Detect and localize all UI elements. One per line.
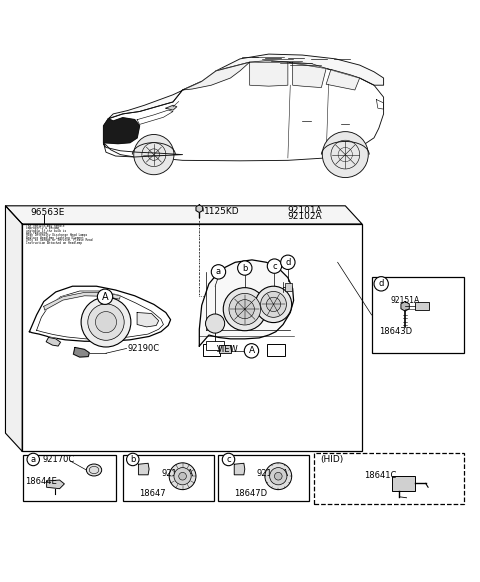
Text: 18643D: 18643D [379,327,412,336]
Polygon shape [216,54,384,85]
Polygon shape [401,301,409,311]
Bar [218,455,310,501]
Bar [219,345,231,353]
Circle shape [88,304,124,340]
Polygon shape [250,61,288,86]
Bar [206,341,224,350]
Polygon shape [44,292,120,310]
Circle shape [238,261,252,275]
Polygon shape [166,105,177,110]
Polygon shape [5,206,22,451]
Circle shape [270,467,287,485]
Circle shape [27,453,39,466]
Circle shape [275,473,282,480]
Circle shape [244,343,259,358]
Circle shape [97,289,113,304]
Bar [314,453,464,504]
Text: unstable if the bulb is: unstable if the bulb is [25,229,66,233]
Polygon shape [196,205,203,212]
Text: A: A [249,346,254,356]
Ellipse shape [86,464,102,476]
Text: d: d [379,279,384,288]
Text: 96563E: 96563E [31,208,65,217]
Text: The vehicle may handle: The vehicle may handle [25,224,64,228]
Polygon shape [47,480,64,489]
Bar [372,276,464,353]
Text: a: a [216,267,221,276]
Text: VIEW: VIEW [217,345,239,354]
Circle shape [81,297,131,347]
Text: (HID): (HID) [321,455,344,464]
Circle shape [211,265,226,279]
Circle shape [179,473,186,480]
Text: 92151A: 92151A [391,296,420,305]
Text: a: a [31,455,36,464]
Polygon shape [108,81,202,119]
Circle shape [127,453,139,466]
Polygon shape [182,62,250,90]
Text: c: c [226,455,231,464]
Circle shape [134,134,174,175]
Circle shape [266,297,281,311]
Text: Replace Headlamp Lighting Element: Replace Headlamp Lighting Element [25,236,84,240]
Text: 18647: 18647 [140,489,166,498]
Polygon shape [234,463,245,475]
Text: 92102A: 92102A [288,212,323,221]
Text: b: b [130,455,135,464]
Circle shape [255,286,292,322]
Text: 1125KD: 1125KD [204,207,240,215]
Polygon shape [73,347,89,357]
Bar [392,476,415,491]
Text: 92101A: 92101A [288,206,323,215]
Polygon shape [137,313,158,327]
Text: 92170C: 92170C [43,455,75,464]
Circle shape [169,463,196,489]
Text: A: A [102,292,108,301]
Text: 92161A: 92161A [161,469,193,478]
Polygon shape [293,62,326,87]
Polygon shape [46,338,60,346]
Polygon shape [326,69,360,90]
Circle shape [281,255,295,269]
Text: Instruction Attached on Headlamp: Instruction Attached on Headlamp [25,241,82,244]
Polygon shape [104,118,140,144]
Circle shape [235,300,254,319]
Polygon shape [199,260,294,346]
Bar [267,343,285,356]
Text: b: b [242,264,248,272]
Text: 18641C: 18641C [364,471,397,480]
Text: 92161A: 92161A [257,469,289,478]
Bar [415,301,429,310]
Bar [23,455,116,501]
Circle shape [229,293,261,325]
Circle shape [261,292,287,317]
Text: c: c [272,262,277,271]
Circle shape [96,311,117,333]
Circle shape [223,288,266,331]
Text: 18644E: 18644E [25,477,57,486]
Text: Only at Garage or Service. Please Read: Only at Garage or Service. Please Read [25,238,92,242]
Bar [22,224,362,451]
Polygon shape [139,463,149,475]
Text: High Intensity Discharge Head Lamps: High Intensity Discharge Head Lamps [25,233,87,237]
Circle shape [205,314,225,333]
Bar [123,455,214,501]
Bar [285,283,292,291]
Polygon shape [29,286,170,341]
Circle shape [174,467,191,485]
Bar [24,224,91,246]
Circle shape [267,259,282,274]
Text: d: d [285,258,290,267]
Circle shape [374,276,388,291]
Text: 18647D: 18647D [234,489,267,498]
Bar [203,343,220,356]
Text: 92190C: 92190C [128,344,160,353]
Circle shape [323,132,368,178]
Circle shape [222,453,235,466]
Text: not replaced.: not replaced. [25,231,48,235]
Text: improperly & become: improperly & become [25,226,59,230]
Polygon shape [5,206,362,224]
Circle shape [265,463,292,489]
